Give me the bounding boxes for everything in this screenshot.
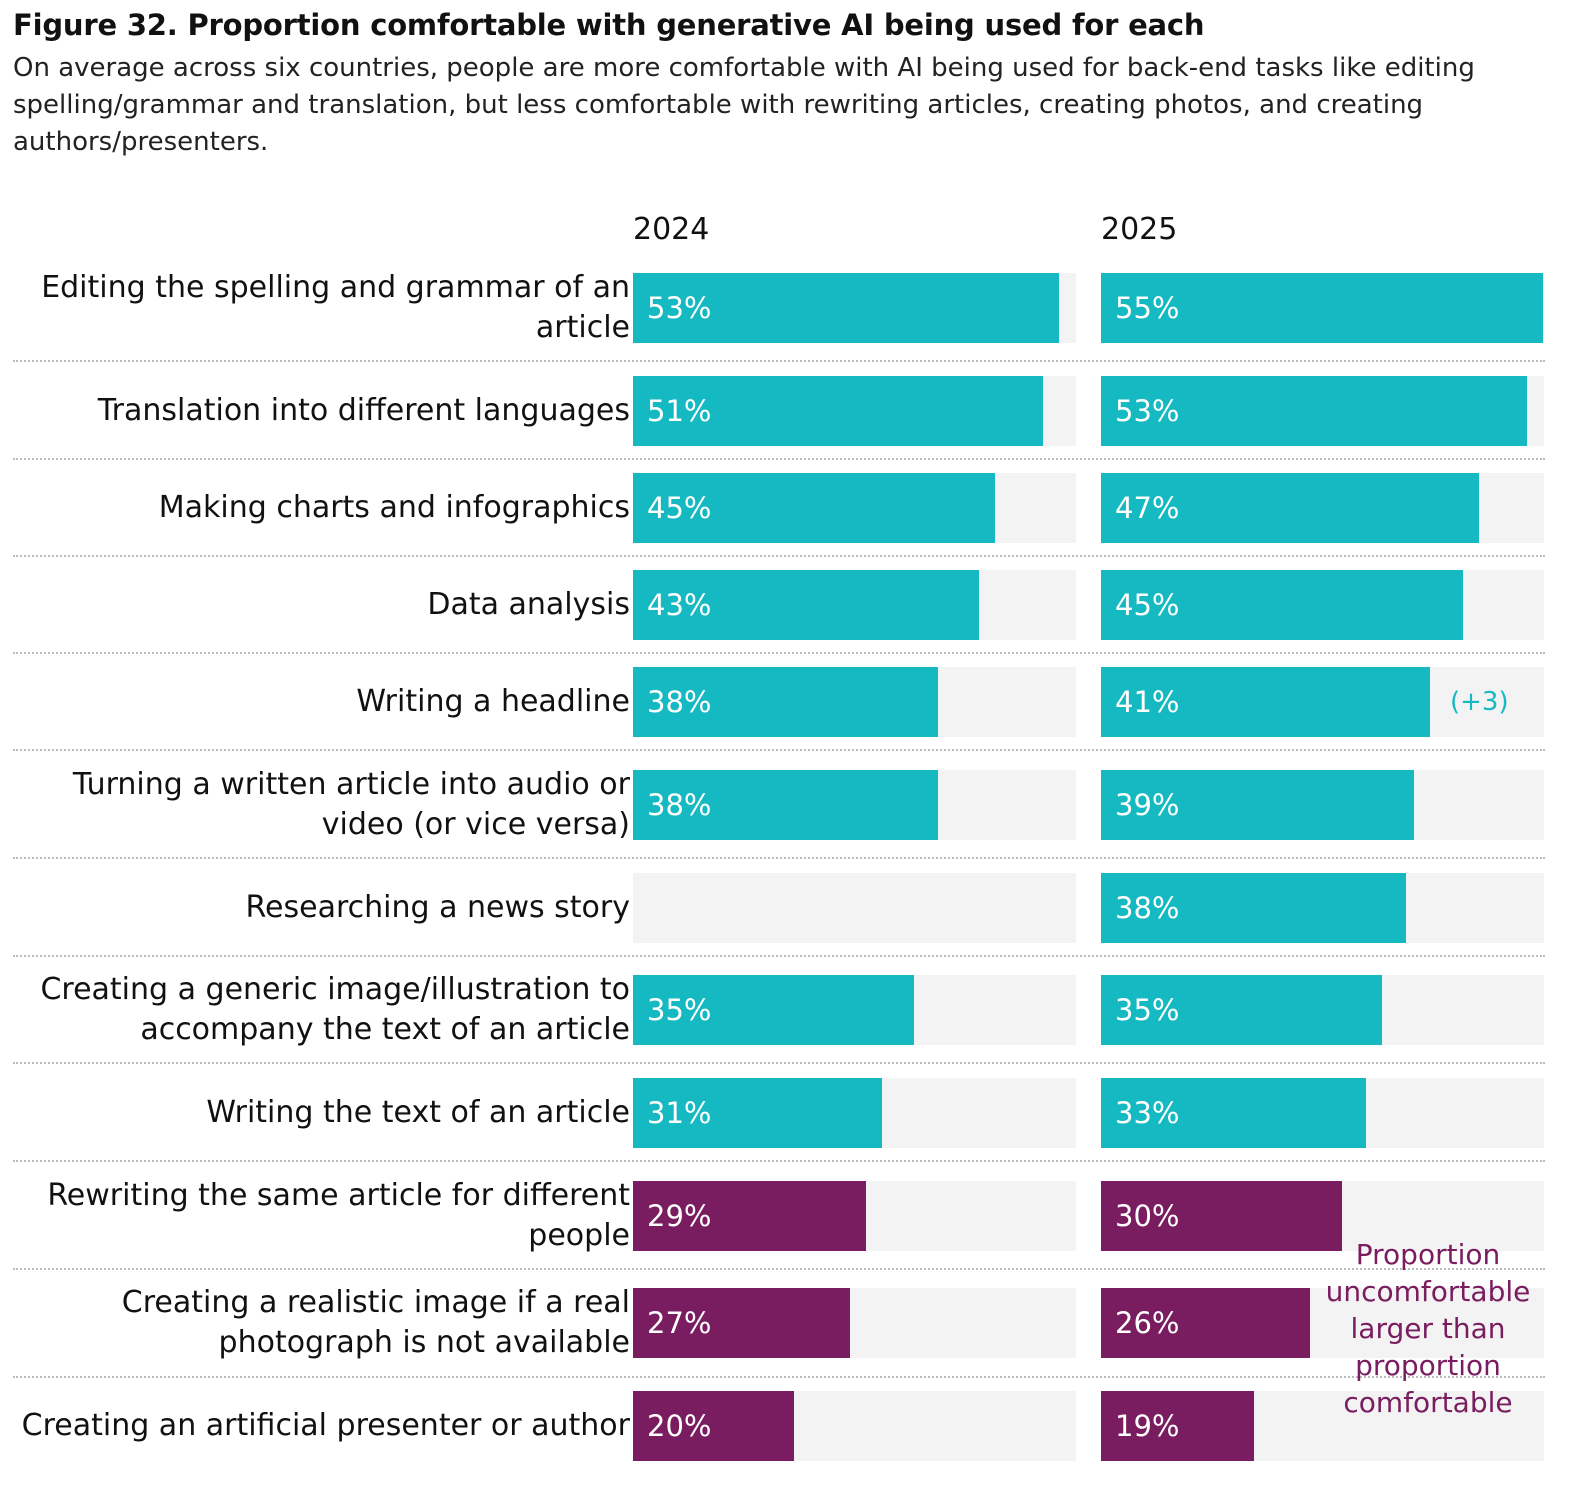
bar-2025 [1101,667,1430,737]
bar-2025 [1101,1181,1342,1251]
data-label: 35% [647,993,712,1027]
row-divider [13,360,1545,362]
bar-2024 [633,1181,866,1251]
data-label: 43% [647,588,712,622]
row-divider [13,1376,1545,1378]
bar-2024 [633,975,914,1045]
row-divider [13,955,1545,957]
category-label: Writing a headline [356,684,630,719]
category-label: Creating a realistic image if a real phot… [121,1285,630,1360]
data-label: 53% [647,291,712,325]
category-label: Rewriting the same article for different… [47,1178,630,1253]
row-divider [13,652,1545,654]
data-label: 53% [1115,394,1180,428]
bar-2024 [633,570,979,640]
data-label: 31% [647,1096,712,1130]
category-label: Translation into different languages [97,393,630,428]
category-label: Creating a generic image/illustration to… [40,972,630,1047]
bar-2025 [1101,975,1382,1045]
bar-2024 [633,376,1043,446]
data-label: 35% [1115,993,1180,1027]
category-label: Turning a written article into audio or v… [72,767,630,842]
data-label: 27% [647,1306,712,1340]
bar-track [633,873,1076,943]
bar-2025 [1101,1288,1310,1358]
row-divider [13,458,1545,460]
bar-2024 [633,473,995,543]
uncomfortable-note: Proportion uncomfortable larger than pro… [1325,1238,1531,1419]
data-label: 29% [647,1199,712,1233]
data-label: 39% [1115,788,1180,822]
data-label: 33% [1115,1096,1180,1130]
panel-header-2025: 2025 [1101,212,1178,247]
data-label: 51% [647,394,712,428]
chart-subtitle: On average across six countries, people … [13,53,1475,157]
bar-2025 [1101,770,1414,840]
data-label: 20% [647,1409,712,1443]
category-label: Data analysis [427,587,630,622]
data-label: 55% [1115,291,1180,325]
bar-2025 [1101,873,1406,943]
change-annotation: (+3) [1450,687,1509,717]
row-divider [13,1062,1545,1064]
data-label: 38% [647,788,712,822]
row-divider [13,857,1545,859]
bar-2025 [1101,473,1479,543]
row-divider [13,555,1545,557]
data-label: 41% [1115,685,1180,719]
bar-2025 [1101,273,1543,343]
category-label: Researching a news story [245,890,630,925]
data-label: 38% [1115,891,1180,925]
category-label: Writing the text of an article [206,1095,630,1130]
data-label: 38% [647,685,712,719]
data-label: 47% [1115,491,1180,525]
category-label: Editing the spelling and grammar of an ar… [41,270,630,345]
row-divider [13,749,1545,751]
data-label: 30% [1115,1199,1180,1233]
bar-2024 [633,273,1059,343]
bar-2024 [633,1391,794,1461]
data-label: 45% [1115,588,1180,622]
category-label: Making charts and infographics [158,490,630,525]
row-divider [13,1268,1545,1270]
data-label: 19% [1115,1409,1180,1443]
bar-2025 [1101,1391,1254,1461]
bar-2024 [633,667,938,737]
bar-2025 [1101,570,1463,640]
bar-2025 [1101,1078,1366,1148]
chart-title: Figure 32. Proportion comfortable with g… [13,8,1205,42]
panel-header-2024: 2024 [633,212,710,247]
data-label: 45% [647,491,712,525]
data-label: 26% [1115,1306,1180,1340]
category-label: Creating an artificial presenter or auth… [21,1408,630,1443]
bar-2024 [633,1288,850,1358]
bar-2024 [633,770,938,840]
bar-2025 [1101,376,1527,446]
row-divider [13,1160,1545,1162]
bar-2024 [633,1078,882,1148]
